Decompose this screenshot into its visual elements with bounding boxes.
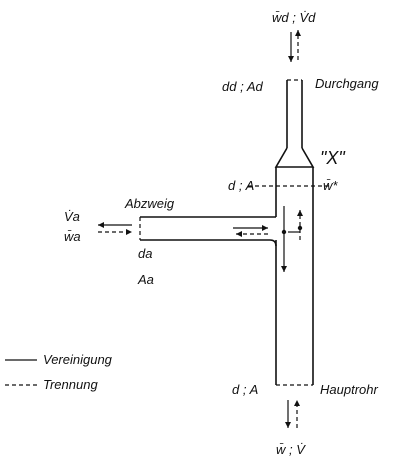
- durchgang-label: Durchgang: [315, 76, 379, 91]
- abzweig-pipe: [139, 216, 277, 247]
- branch-d-label: da: [138, 246, 152, 261]
- bottom-flow-label: w̄ ; V̇: [276, 442, 306, 457]
- hauptrohr-label: Hauptrohr: [320, 382, 378, 397]
- w-star-label: w̄*: [323, 178, 338, 193]
- bottom-flow-arrows: [285, 400, 300, 428]
- abzweig-label: Abzweig: [124, 196, 175, 211]
- branch-flow-arrows: [98, 222, 132, 235]
- branch-flow-w-label: w̄a: [64, 229, 81, 244]
- legend: Vereinigung Trennung: [5, 352, 113, 392]
- hauptrohr-pipe: [275, 167, 314, 386]
- main-section-label: d ; A: [228, 178, 254, 193]
- legend-dashed-label: Trennung: [43, 377, 98, 392]
- top-flow-arrows: [288, 30, 301, 62]
- bottom-dims-label: d ; A: [232, 382, 258, 397]
- top-flow-label: w̄d ; V̇d: [272, 10, 316, 25]
- x-mark-label: "X": [320, 148, 346, 168]
- durchgang-dims-label: dd ; Ad: [222, 79, 263, 94]
- durchgang-pipe: [274, 79, 315, 168]
- branch-flow-v-label: V̇a: [64, 209, 80, 224]
- junction-flow-arrows: [233, 206, 303, 272]
- legend-solid-label: Vereinigung: [43, 352, 113, 367]
- branch-a-label: Aa: [137, 272, 154, 287]
